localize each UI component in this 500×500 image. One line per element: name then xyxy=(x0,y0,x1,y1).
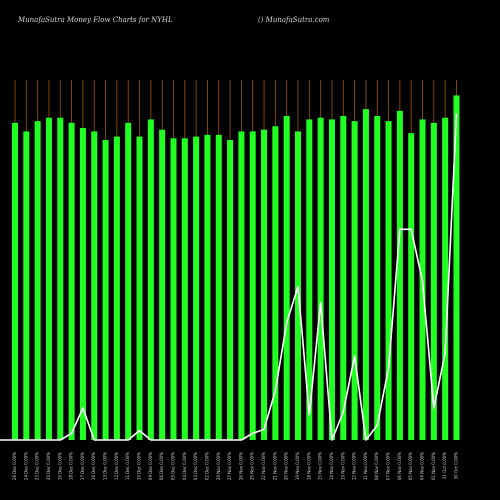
bar xyxy=(442,117,449,440)
bar xyxy=(125,122,132,440)
x-tick-label: 09 Dec 0.00% xyxy=(148,452,153,480)
x-tick-label: 26 Dec 0.00% xyxy=(12,452,17,480)
x-tick-label: 05 Nov 0.00% xyxy=(408,452,413,480)
x-tick-label: 16 Dec 0.00% xyxy=(91,452,96,480)
x-tick-label: 12 Dec 0.00% xyxy=(114,452,119,480)
x-tick-label: 24 Dec 0.00% xyxy=(23,452,28,480)
x-tick-label: 05 Dec 0.00% xyxy=(170,452,175,480)
bar xyxy=(453,95,460,440)
bar xyxy=(272,126,279,441)
bar xyxy=(91,131,98,440)
x-tick-label: 21 Nov 0.00% xyxy=(272,452,277,480)
chart-header-left: MunafaSutra Money Flow Charts for NYHL xyxy=(18,16,173,24)
x-tick-label: 29 Nov 0.00% xyxy=(216,452,221,480)
x-tick-labels: 26 Dec 0.00% 24 Dec 0.00% 23 Dec 0.00% 20 D… xyxy=(12,452,458,480)
bar xyxy=(362,109,369,441)
bar xyxy=(306,119,313,440)
x-tick-label: 04 Nov 0.00% xyxy=(420,452,425,480)
x-tick-label: 07 Nov 0.00% xyxy=(386,452,391,480)
bar xyxy=(396,110,403,440)
x-tick-label: 30 Oct 0.00% xyxy=(453,452,458,479)
bar xyxy=(159,129,166,440)
bar xyxy=(45,117,52,440)
x-tick-label: 14 Nov 0.00% xyxy=(329,452,334,480)
bar xyxy=(227,140,234,440)
bar xyxy=(430,122,437,440)
x-tick-label: 27 Nov 0.00% xyxy=(227,452,232,480)
x-tick-label: 10 Dec 0.00% xyxy=(137,452,142,480)
x-tick-label: 20 Dec 0.00% xyxy=(46,452,51,480)
bar xyxy=(317,117,324,440)
x-tick-label: 26 Nov 0.00% xyxy=(238,452,243,480)
x-tick-label: 15 Nov 0.00% xyxy=(318,452,323,480)
bar xyxy=(238,131,245,440)
x-tick-label: 18 Dec 0.00% xyxy=(69,452,74,480)
bar xyxy=(351,121,358,441)
chart-header-right: () MunafaSutra.com xyxy=(258,16,330,24)
bar xyxy=(374,116,381,440)
x-tick-label: 19 Nov 0.00% xyxy=(295,452,300,480)
bar xyxy=(34,121,41,441)
bar xyxy=(79,128,86,440)
bar xyxy=(215,134,222,440)
bar xyxy=(249,131,256,440)
x-tick-label: 13 Nov 0.00% xyxy=(340,452,345,480)
bar xyxy=(12,122,18,440)
x-tick-label: 22 Nov 0.00% xyxy=(261,452,266,480)
x-tick-label: 08 Nov 0.00% xyxy=(374,452,379,480)
bar xyxy=(408,133,415,440)
x-tick-label: 19 Dec 0.00% xyxy=(57,452,62,480)
x-tick-label: 12 Nov 0.00% xyxy=(352,452,357,480)
bar xyxy=(193,136,200,441)
x-tick-label: 11 Dec 0.00% xyxy=(125,452,130,480)
x-tick-label: 01 Nov 0.00% xyxy=(431,452,436,480)
x-tick-label: 17 Dec 0.00% xyxy=(80,452,85,480)
bar xyxy=(181,138,188,441)
x-tick-label: 20 Nov 0.00% xyxy=(284,452,289,480)
bar xyxy=(68,122,75,440)
bar xyxy=(340,116,347,440)
x-tick-label: 23 Dec 0.00% xyxy=(35,452,40,480)
bar xyxy=(136,136,143,441)
x-tick-label: 02 Dec 0.00% xyxy=(204,452,209,480)
bar xyxy=(283,116,290,440)
x-tick-label: 25 Nov 0.00% xyxy=(250,452,255,480)
x-tick-label: 06 Nov 0.00% xyxy=(397,452,402,480)
bar xyxy=(328,119,335,440)
bar xyxy=(23,131,30,440)
line-series xyxy=(0,113,458,441)
x-tick-label: 31 Oct 0.00% xyxy=(442,452,447,479)
bar xyxy=(385,121,392,441)
x-tick-label: 06 Dec 0.00% xyxy=(159,452,164,480)
bar xyxy=(170,138,177,441)
x-tick-label: 03 Dec 0.00% xyxy=(193,452,198,480)
bar xyxy=(102,140,109,440)
bar xyxy=(261,129,268,440)
bar xyxy=(113,136,120,441)
x-tick-label: 13 Dec 0.00% xyxy=(103,452,108,480)
bar xyxy=(57,117,64,440)
bar xyxy=(147,119,154,440)
bars xyxy=(12,95,460,441)
x-tick-label: 04 Dec 0.00% xyxy=(182,452,187,480)
flow-line xyxy=(0,113,458,441)
bar xyxy=(204,134,211,440)
x-tick-label: 18 Nov 0.00% xyxy=(306,452,311,480)
x-tick-label: 11 Nov 0.00% xyxy=(363,452,368,480)
bar xyxy=(295,131,301,440)
